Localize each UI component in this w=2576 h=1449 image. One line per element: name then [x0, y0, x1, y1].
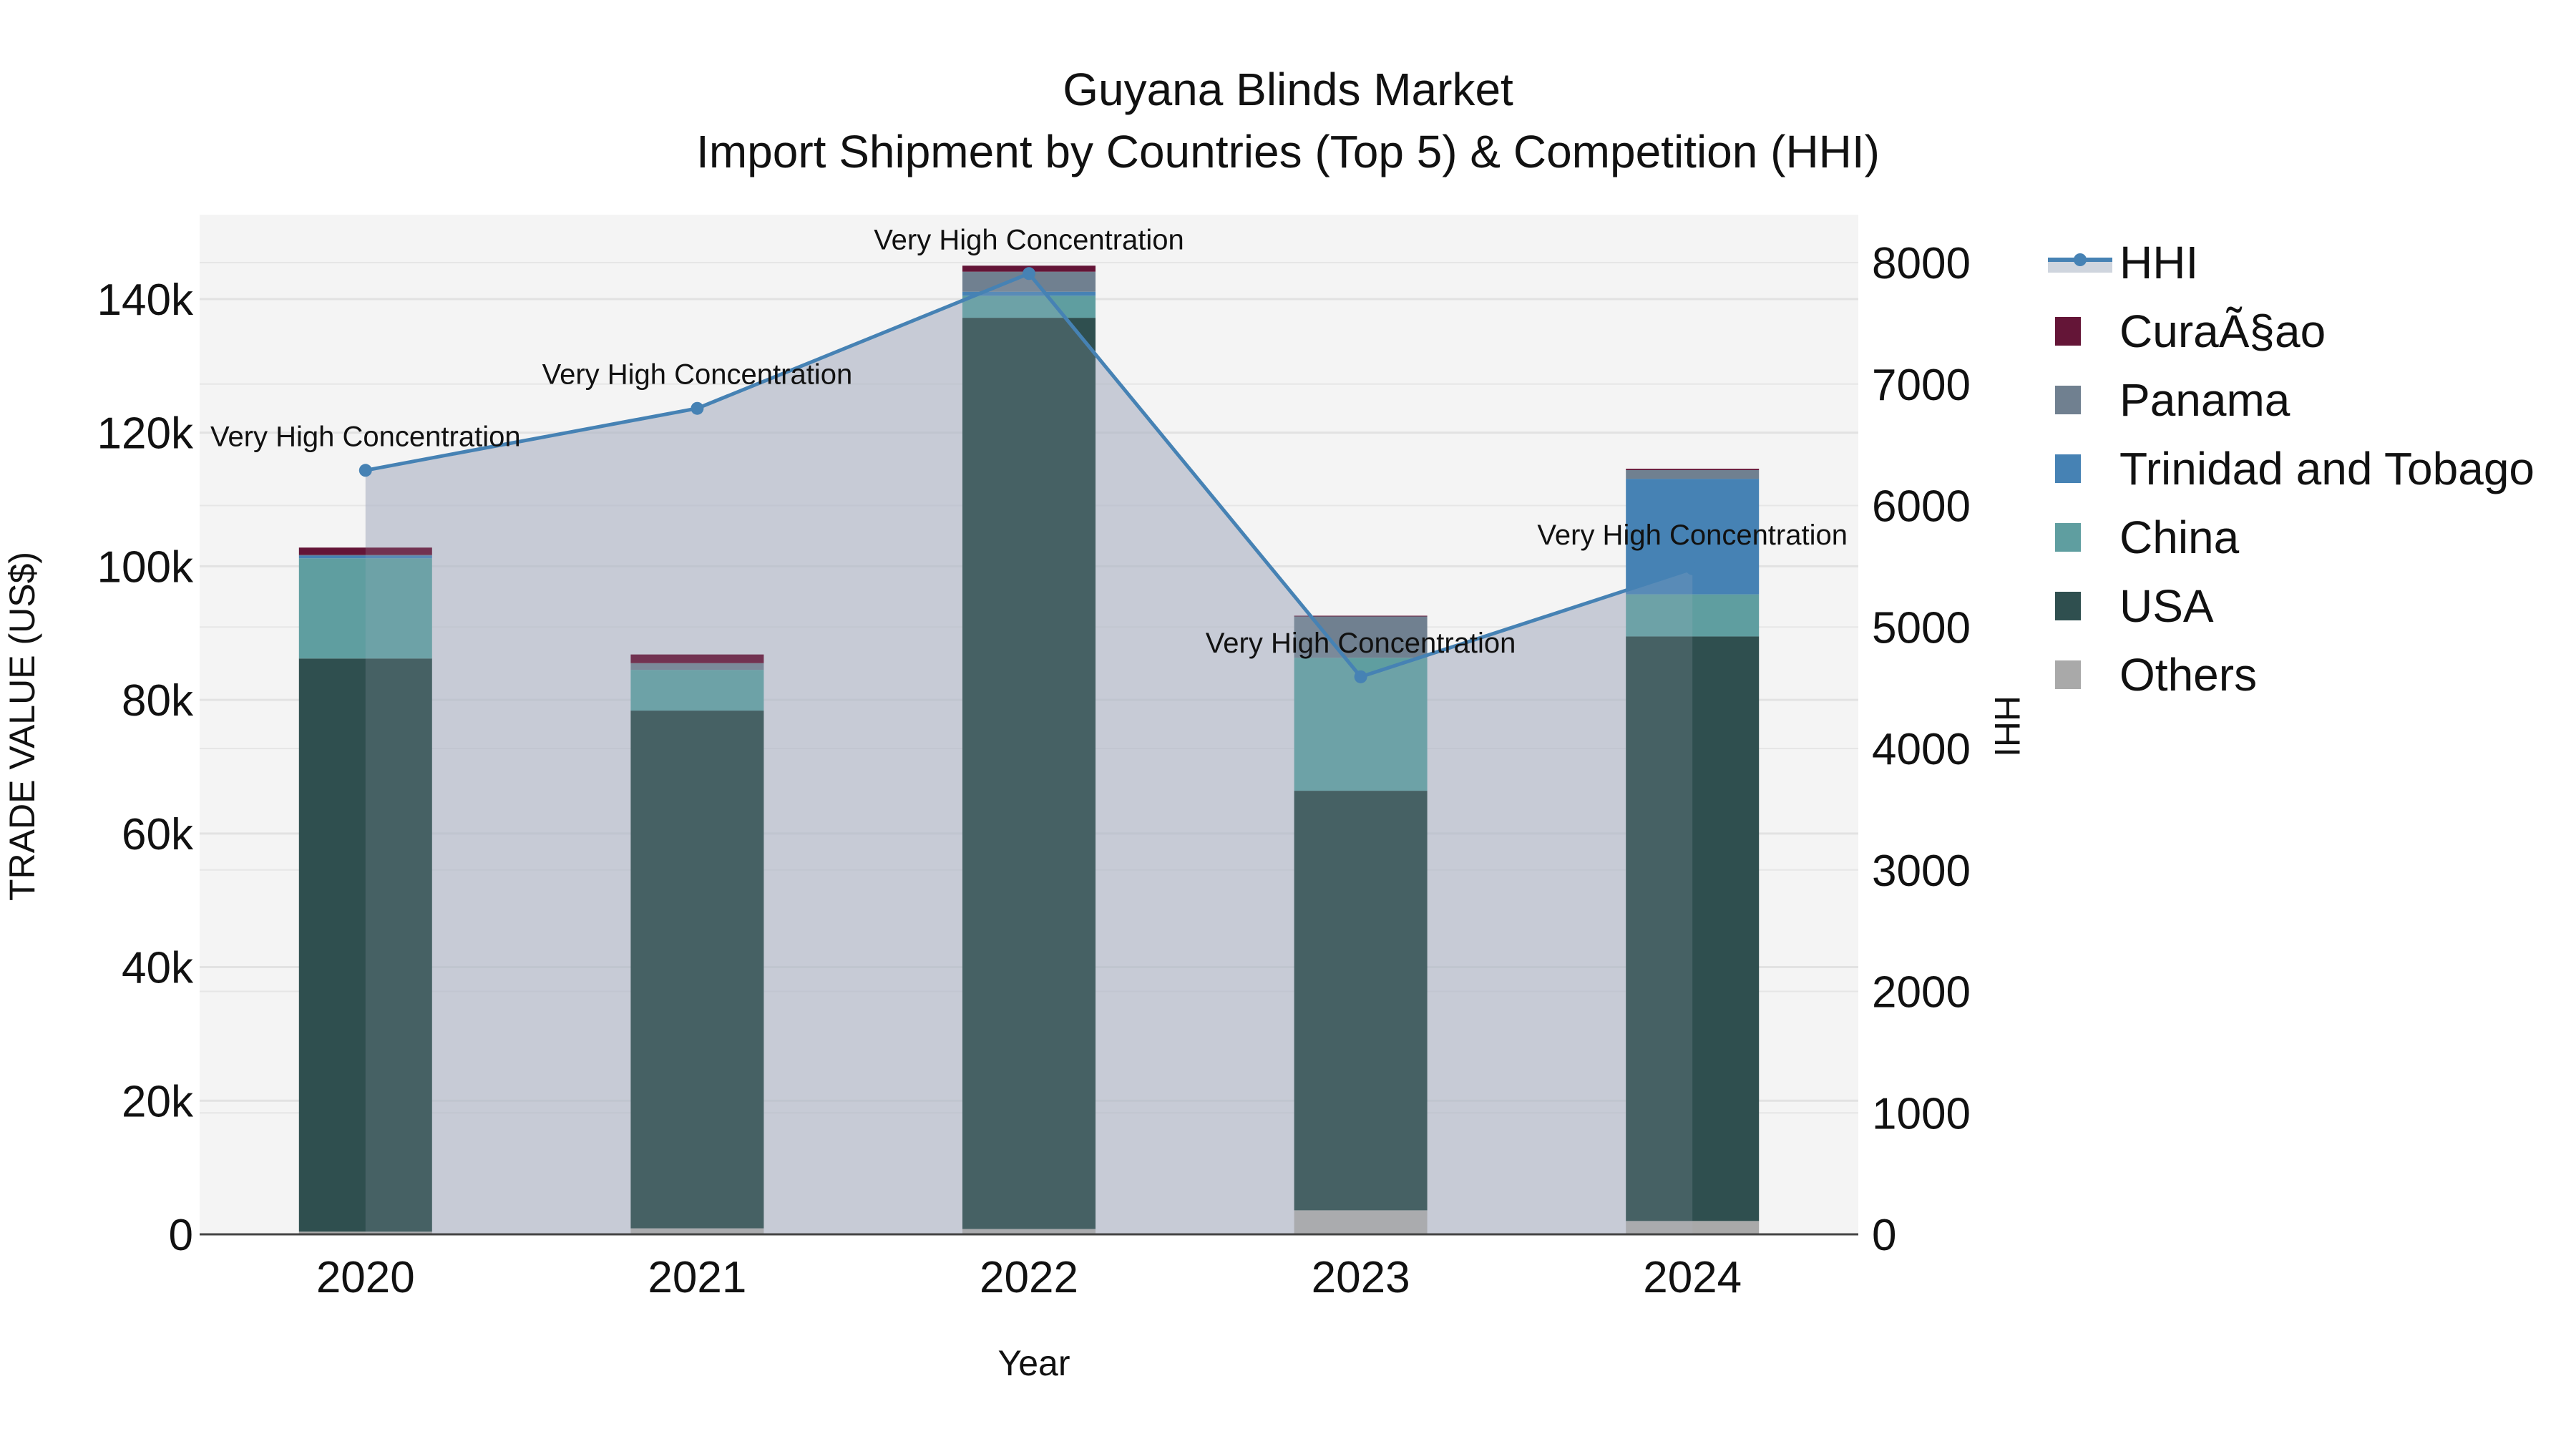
hhi-marker: [358, 464, 372, 477]
legend-item[interactable]: Trinidad and Tobago: [2055, 443, 2534, 494]
legend-item[interactable]: CuraÃ§ao: [2055, 306, 2326, 357]
legend-marker-icon: [2074, 253, 2087, 266]
bar-segment: [630, 1228, 764, 1234]
x-axis-ticks: 2020 2021 2022 2023 2024: [316, 1253, 1742, 1302]
hhi-marker: [1354, 670, 1367, 683]
y-left-tick-label: 140k: [97, 275, 194, 325]
bar-stack-2021: [630, 654, 764, 1234]
hhi-marker: [1023, 267, 1035, 280]
bar-segment: [1626, 594, 1760, 637]
bar-segment: [630, 654, 764, 663]
y-left-tick-label: 120k: [97, 409, 194, 459]
bar-segment: [1294, 791, 1428, 1211]
bar-segment: [962, 1229, 1096, 1234]
x-tick-label: 2022: [980, 1253, 1078, 1302]
legend-label: Trinidad and Tobago: [2119, 443, 2534, 494]
bar-segment: [298, 555, 432, 556]
legend-swatch-icon: [2055, 454, 2081, 483]
bar-segment: [630, 711, 764, 1229]
chart-subtitle: Import Shipment by Countries (Top 5) & C…: [696, 126, 1880, 177]
bar-stack-2024: [1626, 469, 1760, 1234]
hhi-annotation: Very High Concentration: [874, 224, 1184, 255]
y-left-tick-label: 80k: [122, 676, 194, 726]
bar-segment: [1626, 469, 1760, 470]
y-axis-left-title: TRADE VALUE (US$): [2, 552, 42, 901]
chart-title: Guyana Blinds Market: [1063, 64, 1513, 115]
bar-segment: [298, 658, 432, 1232]
y-left-tick-label: 0: [169, 1211, 193, 1260]
legend-swatch-icon: [2055, 386, 2081, 414]
legend-item[interactable]: China: [2055, 512, 2240, 563]
bar-stack-2022: [962, 265, 1096, 1234]
y-right-tick-label: 7000: [1872, 361, 1971, 410]
y-right-tick-label: 4000: [1872, 725, 1971, 774]
x-tick-label: 2024: [1643, 1253, 1742, 1302]
bar-segment: [1626, 469, 1760, 479]
y-right-tick-label: 2000: [1872, 968, 1971, 1018]
bar-segment: [962, 296, 1096, 318]
bar-segment: [630, 663, 764, 670]
bar-segment: [298, 547, 432, 555]
bar-segment: [298, 1231, 432, 1234]
legend: HHI CuraÃ§ao Panama Trinidad and Tobago Chin…: [2048, 237, 2534, 701]
y-axis-left-ticks: 0 20k 40k 60k 80k 100k 120k 140k: [97, 275, 194, 1260]
legend-swatch-icon: [2055, 660, 2081, 689]
bar-segment: [298, 555, 432, 559]
hhi-marker: [691, 401, 704, 415]
bar-segment: [1626, 636, 1760, 1221]
legend-item[interactable]: HHI: [2048, 237, 2198, 288]
legend-item[interactable]: Panama: [2055, 374, 2290, 426]
bar-segment: [962, 318, 1096, 1229]
hhi-line: [358, 267, 1699, 683]
legend-item[interactable]: USA: [2055, 580, 2214, 632]
bar-segment: [1294, 1210, 1428, 1234]
y-right-tick-label: 5000: [1872, 603, 1971, 653]
y-left-tick-label: 40k: [122, 944, 194, 993]
legend-swatch-icon: [2055, 523, 2081, 552]
bar-segment: [962, 291, 1096, 296]
y-right-tick-label: 6000: [1872, 482, 1971, 532]
legend-label: China: [2119, 512, 2240, 563]
hhi-annotations: Very High Concentration Very High Concent…: [210, 224, 1848, 659]
legend-label: CuraÃ§ao: [2119, 306, 2326, 357]
y-right-tick-label: 8000: [1872, 239, 1971, 288]
x-tick-label: 2023: [1312, 1253, 1410, 1302]
y-axis-right-ticks: 0 1000 2000 3000 4000 5000 6000 7000 8000: [1872, 239, 1971, 1260]
hhi-marker: [1686, 562, 1699, 575]
hhi-annotation: Very High Concentration: [542, 359, 853, 391]
bar-segment: [1626, 1221, 1760, 1234]
hhi-annotation: Very High Concentration: [1537, 519, 1848, 551]
hhi-annotation: Very High Concentration: [1206, 628, 1516, 659]
bar-segment: [1294, 615, 1428, 617]
x-tick-label: 2020: [316, 1253, 415, 1302]
y-left-tick-label: 20k: [122, 1077, 194, 1126]
x-axis-title: Year: [997, 1343, 1070, 1383]
bar-stack-2020: [298, 547, 432, 1234]
bar-segment: [298, 558, 432, 659]
x-tick-label: 2021: [648, 1253, 746, 1302]
hhi-annotation: Very High Concentration: [210, 421, 521, 452]
legend-label: Others: [2119, 649, 2257, 701]
y-right-tick-label: 3000: [1872, 847, 1971, 896]
y-right-tick-label: 1000: [1872, 1089, 1971, 1138]
legend-swatch-icon: [2055, 592, 2081, 620]
legend-label: HHI: [2119, 237, 2198, 288]
legend-swatch-icon: [2055, 317, 2081, 346]
y-right-tick-label: 0: [1872, 1211, 1896, 1260]
legend-label: USA: [2119, 580, 2214, 632]
stacked-bars: [298, 265, 1760, 1235]
y-axis-right-title: HHI: [1987, 696, 2027, 757]
y-left-tick-label: 100k: [97, 542, 194, 592]
bar-segment: [630, 670, 764, 711]
y-left-tick-label: 60k: [122, 810, 194, 859]
legend-item[interactable]: Others: [2055, 649, 2257, 701]
legend-label: Panama: [2119, 374, 2290, 426]
